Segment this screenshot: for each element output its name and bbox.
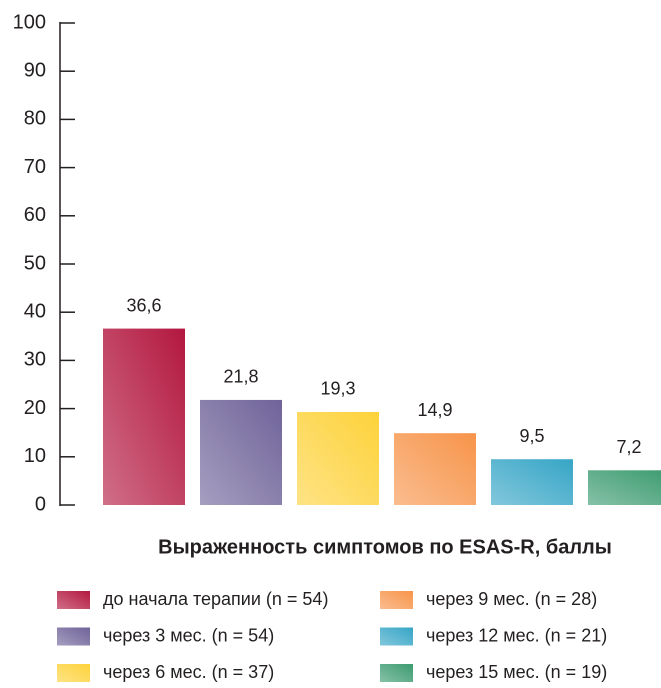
legend-label: через 3 мес. (n = 54) bbox=[103, 625, 274, 645]
legend-label: через 6 мес. (n = 37) bbox=[103, 662, 274, 682]
legend-swatch bbox=[380, 664, 413, 682]
legend-swatch bbox=[57, 627, 90, 646]
y-tick-label: 90 bbox=[24, 59, 46, 81]
legend-label: через 12 мес. (n = 21) bbox=[426, 625, 607, 645]
y-tick-label: 20 bbox=[24, 397, 46, 419]
legend-swatch bbox=[380, 627, 413, 646]
bar bbox=[297, 411, 379, 505]
bar bbox=[103, 328, 185, 505]
x-axis-title: Выраженность симптомов по ESAS-R, баллы bbox=[158, 536, 612, 558]
value-label: 21,8 bbox=[223, 367, 258, 387]
bar bbox=[200, 399, 282, 505]
legend-label: до начала терапии (n = 54) bbox=[103, 589, 328, 609]
y-tick-label: 60 bbox=[24, 204, 46, 226]
value-label: 14,9 bbox=[417, 400, 452, 420]
bar bbox=[394, 433, 476, 505]
legend-swatch bbox=[380, 591, 413, 609]
bar bbox=[588, 470, 661, 505]
y-tick-label: 40 bbox=[24, 300, 46, 322]
legend-swatch bbox=[57, 591, 90, 609]
value-label: 36,6 bbox=[126, 295, 161, 315]
value-label: 19,3 bbox=[320, 379, 355, 399]
y-tick-label: 0 bbox=[35, 493, 46, 515]
y-tick-label: 30 bbox=[24, 349, 46, 371]
legend-swatch bbox=[57, 664, 90, 682]
legend-label: через 15 мес. (n = 19) bbox=[426, 662, 607, 682]
y-tick-label: 10 bbox=[24, 445, 46, 467]
y-tick-label: 100 bbox=[13, 11, 46, 33]
value-label: 7,2 bbox=[616, 437, 641, 457]
bar bbox=[491, 459, 573, 505]
y-tick-label: 50 bbox=[24, 252, 46, 274]
legend-label: через 9 мес. (n = 28) bbox=[426, 589, 597, 609]
value-label: 9,5 bbox=[519, 426, 544, 446]
y-tick-label: 80 bbox=[24, 108, 46, 130]
y-tick-label: 70 bbox=[24, 156, 46, 178]
